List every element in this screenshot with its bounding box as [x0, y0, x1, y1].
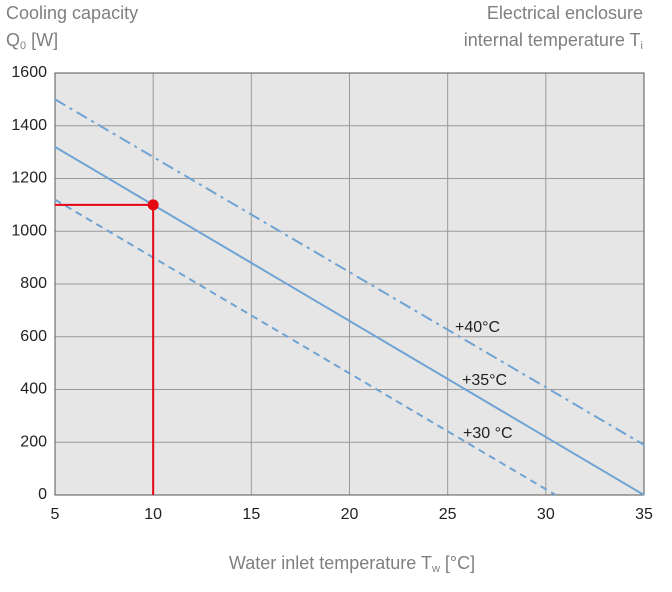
x-tick-label: 25: [439, 506, 457, 523]
y-tick-label: 600: [20, 328, 47, 345]
point: [147, 199, 159, 211]
y-tick-label: 1200: [11, 170, 47, 187]
y-title-2: Q0 [W]: [6, 30, 58, 52]
legend-title-2: internal temperature Ti: [464, 30, 643, 52]
y-tick-label: 1600: [11, 64, 47, 81]
y-tick-label: 400: [20, 381, 47, 398]
x-tick-label: 20: [341, 506, 359, 523]
x-tick-label: 35: [635, 506, 653, 523]
legend-title-sub: i: [641, 40, 643, 52]
x-tick-label: 30: [537, 506, 555, 523]
x-title: Water inlet temperature Tw [°C]: [229, 553, 475, 575]
legend-title-main: internal temperature T: [464, 30, 641, 50]
series-label: +40°C: [455, 319, 500, 336]
legend-title: Electrical enclosure: [487, 3, 643, 23]
x-tick-label: 15: [242, 506, 260, 523]
x-tick-label: 5: [51, 506, 60, 523]
y-tick-label: 1000: [11, 222, 47, 239]
plot-border: [54, 72, 645, 496]
x-tick-label: 10: [144, 506, 162, 523]
y-title-rest: [W]: [26, 30, 58, 50]
series-label: +30 °C: [463, 425, 513, 442]
series-line: [54, 198, 557, 496]
series-line: [54, 98, 645, 446]
x-title-rest: [°C]: [440, 553, 475, 573]
y-tick-label: 200: [20, 433, 47, 450]
y-tick-label: 1400: [11, 117, 47, 134]
series-label: +35°C: [462, 372, 507, 389]
y-title: Cooling capacity: [6, 3, 138, 23]
x-title-main: Water inlet temperature T: [229, 553, 432, 573]
y-title-main: Q: [6, 30, 20, 50]
x-title-sub: w: [431, 563, 440, 575]
y-tick-label: 800: [20, 275, 47, 292]
y-title-sub: 0: [20, 40, 26, 52]
y-tick-label: 0: [38, 486, 47, 503]
